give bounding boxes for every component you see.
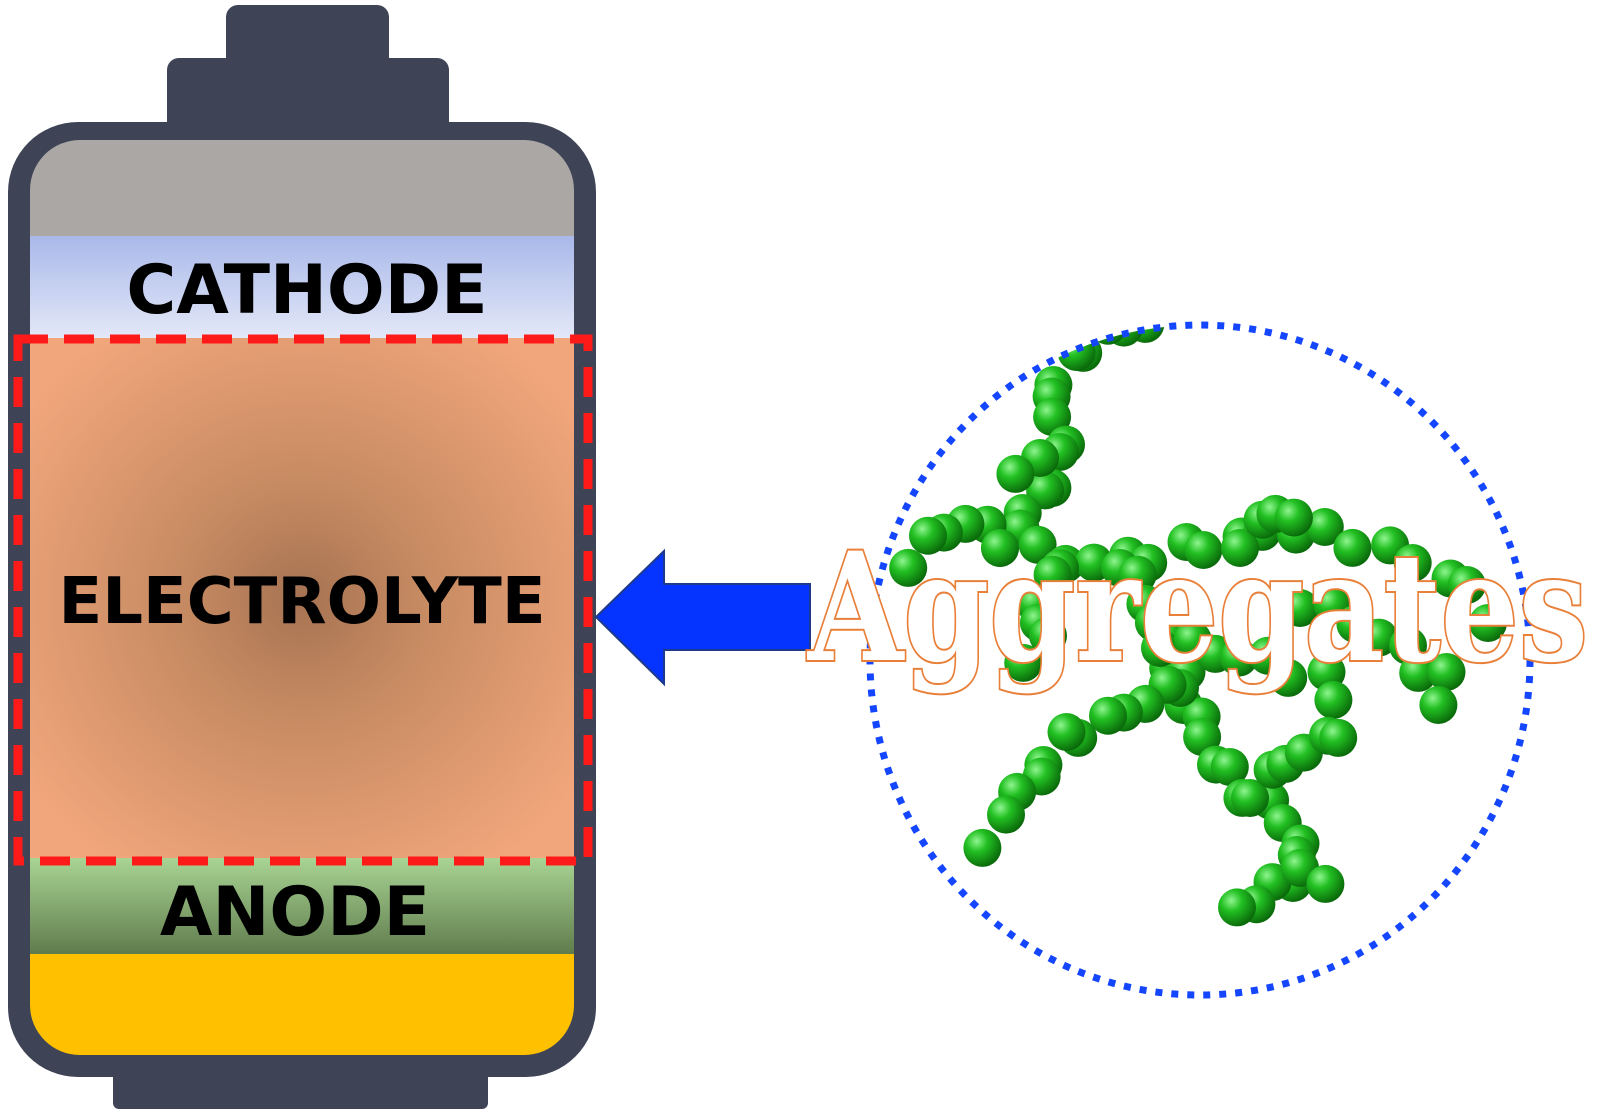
particle: [1210, 748, 1249, 786]
electrolyte-layer: [30, 338, 574, 860]
anode-label: ANODE: [160, 873, 430, 952]
particle: [1314, 681, 1353, 719]
particle: [1219, 638, 1258, 677]
particle: [981, 529, 1019, 567]
particle: [1033, 555, 1072, 594]
particle: [996, 454, 1035, 493]
particle: [889, 548, 928, 587]
particle: [963, 828, 1002, 867]
particle: [1089, 696, 1127, 735]
particle: [909, 516, 947, 555]
particle: [1399, 653, 1438, 692]
electrolyte-label: ELECTROLYTE: [58, 565, 545, 639]
left-arrow-icon: [594, 548, 811, 687]
particle: [1004, 643, 1043, 682]
aggregates-label: Aggregates: [806, 520, 1588, 696]
electrolyte-highlight-box: [13, 334, 593, 866]
particle: [1393, 544, 1432, 582]
particle: [1469, 604, 1507, 642]
particle: [1333, 528, 1372, 567]
cathode-label: CATHODE: [126, 251, 487, 330]
aggregates-figure: [866, 279, 1534, 999]
particle: [1301, 325, 1339, 347]
particle: [1305, 508, 1344, 546]
cathode-layer: [30, 236, 574, 340]
particle: [1161, 279, 1199, 317]
cathode-current-collector: [30, 140, 574, 238]
battery-layers: [30, 140, 574, 1055]
particle: [1218, 888, 1256, 927]
particle: [1184, 531, 1223, 569]
particle: [1141, 629, 1179, 667]
particle: [1319, 718, 1358, 757]
particle: [1047, 713, 1086, 751]
anode-layer: [30, 858, 574, 956]
particle: [1118, 555, 1157, 594]
particle: [1149, 281, 1187, 319]
particle: [1029, 616, 1067, 655]
particle: [1447, 566, 1486, 604]
battery: CATHODE ELECTROLYTE ANODE: [8, 5, 596, 1109]
particle: [1221, 529, 1259, 567]
aggregates-circle-outline: [866, 321, 1534, 999]
particle: [1274, 498, 1313, 537]
particle: [1281, 589, 1319, 627]
particle: [987, 795, 1025, 834]
anode-current-collector: [30, 954, 574, 1055]
particle: [1306, 864, 1345, 903]
particle: [1359, 618, 1398, 657]
particle: [1269, 658, 1308, 697]
particle: [1419, 686, 1458, 724]
particle: [1427, 653, 1466, 691]
particle-cluster: [889, 279, 1507, 927]
particle: [1231, 779, 1269, 817]
